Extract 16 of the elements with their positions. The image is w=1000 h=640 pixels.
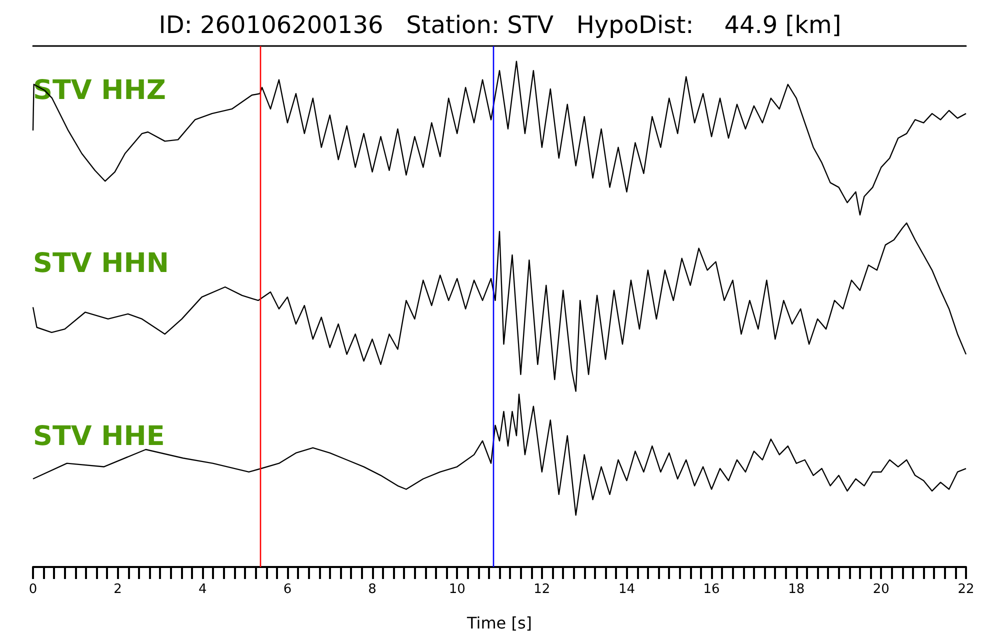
x-tick-label: 2 [114,582,122,597]
x-tick-label: 0 [28,582,38,597]
series-label: STV HHE [33,421,165,452]
x-tick-label: 4 [198,582,207,597]
x-tick-label: 14 [618,582,635,597]
x-axis-title: Time [s] [466,614,532,632]
x-tick-label: 6 [283,582,292,597]
x-tick-label: 8 [368,582,376,597]
x-tick-label: 22 [958,582,974,597]
x-tick-label: 16 [703,582,720,597]
x-tick-label: 20 [872,582,890,597]
chart-title: ID: 260106200136 Station: STV HypoDist: 44.9 [km] [158,11,842,39]
x-tick-label: 12 [534,582,550,597]
x-tick-label: 10 [448,582,466,597]
series-label: STV HHN [33,248,169,279]
x-tick-label: 18 [788,582,805,597]
